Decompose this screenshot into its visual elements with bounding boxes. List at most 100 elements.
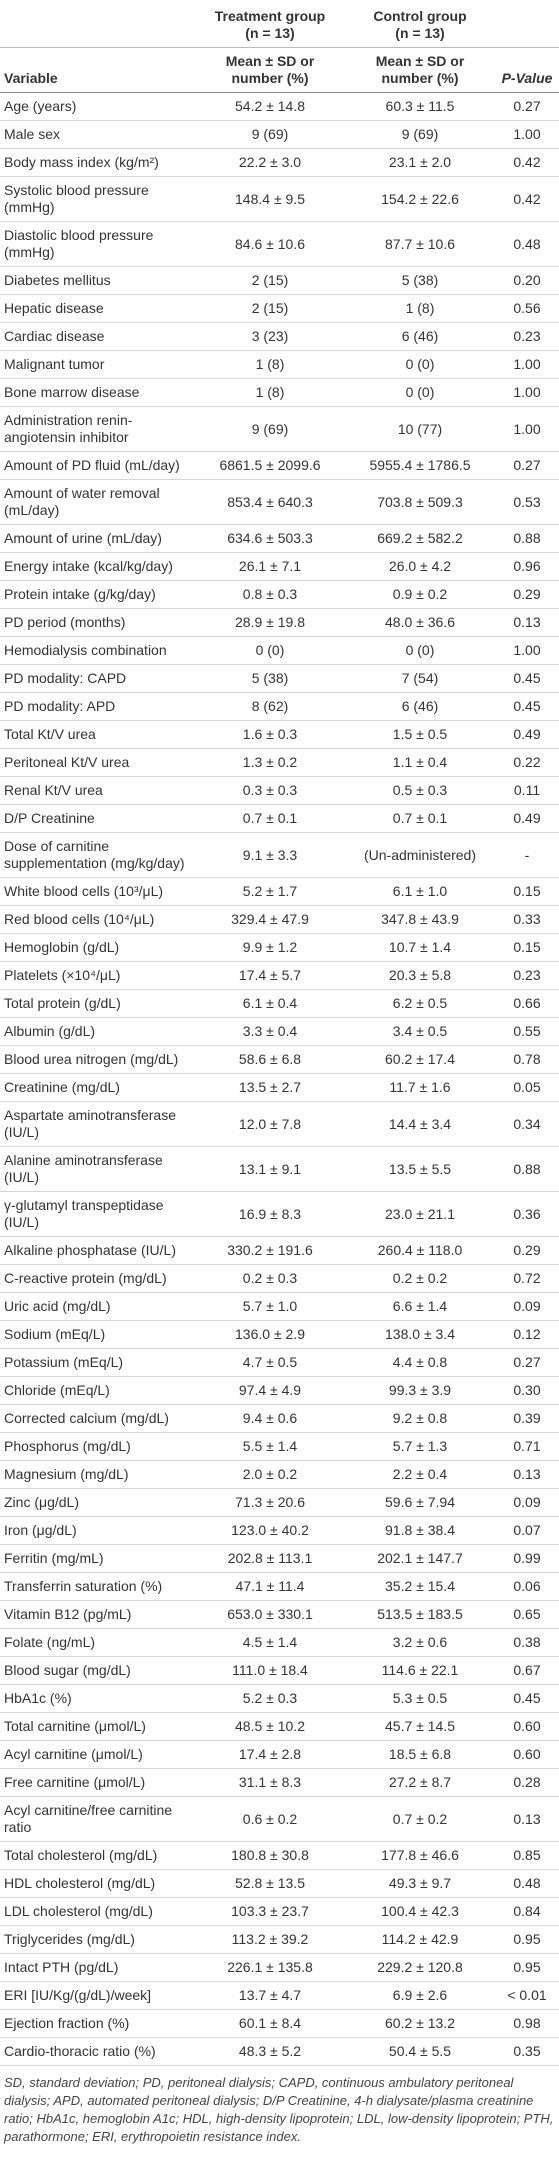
table-row: Zinc (μg/dL) 71.3 ± 20.6 59.6 ± 7.94 0.09 [0, 1488, 559, 1517]
p-value-cell: 0.55 [495, 1017, 559, 1046]
variable-cell: Malignant tumor [0, 350, 195, 379]
variable-cell: White blood cells (10³/μL) [0, 877, 195, 906]
table-row: Alanine aminotransferase (IU/L) 13.1 ± 9.… [0, 1146, 559, 1192]
variable-cell: Energy intake (kcal/kg/day) [0, 552, 195, 581]
table-row: Ferritin (mg/mL) 202.8 ± 113.1 202.1 ± 147… [0, 1544, 559, 1573]
group-header: Treatment group (n = 13) [195, 0, 345, 48]
treatment-cell: 52.8 ± 13.5 [195, 1869, 345, 1898]
treatment-cell: 9.4 ± 0.6 [195, 1404, 345, 1433]
p-value-cell: 0.88 [495, 1146, 559, 1192]
control-cell: 0.9 ± 0.2 [345, 580, 495, 609]
p-value-cell: 0.36 [495, 1191, 559, 1237]
control-cell: 177.8 ± 46.6 [345, 1841, 495, 1870]
p-value-cell: 0.12 [495, 1320, 559, 1349]
variable-cell: Vitamin B12 (pg/mL) [0, 1600, 195, 1629]
treatment-cell: 26.1 ± 7.1 [195, 552, 345, 581]
table-row: Renal Kt/V urea 0.3 ± 0.3 0.5 ± 0.3 0.11 [0, 776, 559, 805]
treatment-cell: 1 (8) [195, 378, 345, 407]
treatment-cell: 103.3 ± 23.7 [195, 1897, 345, 1926]
treatment-cell: 2 (15) [195, 266, 345, 295]
table-row: Blood sugar (mg/dL) 111.0 ± 18.4 114.6 ± 2… [0, 1656, 559, 1685]
control-cell: 6.6 ± 1.4 [345, 1292, 495, 1321]
treatment-cell: 58.6 ± 6.8 [195, 1045, 345, 1074]
p-value-cell: 0.39 [495, 1404, 559, 1433]
control-cell: 0 (0) [345, 350, 495, 379]
data-table: Treatment group (n = 13) Control group (n … [0, 0, 559, 2066]
table-row: Magnesium (mg/dL) 2.0 ± 0.2 2.2 ± 0.4 0.13 [0, 1460, 559, 1489]
table-row: Cardio-thoracic ratio (%) 48.3 ± 5.2 50.4 … [0, 2037, 559, 2066]
p-value-cell: 0.45 [495, 664, 559, 693]
variable-cell: Peritoneal Kt/V urea [0, 748, 195, 777]
p-value-cell: < 0.01 [495, 1981, 559, 2010]
variable-cell: PD modality: CAPD [0, 664, 195, 693]
treatment-cell: 31.1 ± 8.3 [195, 1768, 345, 1797]
table-row: Hemoglobin (g/dL) 9.9 ± 1.2 10.7 ± 1.4 0.15 [0, 933, 559, 962]
group-name: Control group [373, 8, 467, 24]
variable-cell: Hemodialysis combination [0, 636, 195, 665]
control-cell: 48.0 ± 36.6 [345, 608, 495, 637]
p-value-cell: 0.60 [495, 1740, 559, 1769]
treatment-cell: 6861.5 ± 2099.6 [195, 451, 345, 480]
variable-cell: Iron (μg/dL) [0, 1516, 195, 1545]
variable-cell: γ-glutamyl transpeptidase (IU/L) [0, 1191, 195, 1237]
table-row: Energy intake (kcal/kg/day) 26.1 ± 7.1 26.… [0, 552, 559, 581]
control-cell: 6 (46) [345, 322, 495, 351]
variable-cell: Cardio-thoracic ratio (%) [0, 2037, 195, 2066]
variable-cell: Ferritin (mg/mL) [0, 1544, 195, 1573]
treatment-cell: 97.4 ± 4.9 [195, 1376, 345, 1405]
control-cell: 6.1 ± 1.0 [345, 877, 495, 906]
table-row: PD period (months) 28.9 ± 19.8 48.0 ± 36.6… [0, 608, 559, 637]
table-row: Male sex 9 (69) 9 (69) 1.00 [0, 120, 559, 149]
variable-cell: Total protein (g/dL) [0, 989, 195, 1018]
p-value-cell: 0.85 [495, 1841, 559, 1870]
p-value-cell: 0.05 [495, 1073, 559, 1102]
variable-cell: Alanine aminotransferase (IU/L) [0, 1146, 195, 1192]
p-value-cell: 0.33 [495, 905, 559, 934]
control-cell: 347.8 ± 43.9 [345, 905, 495, 934]
p-value-cell: 0.27 [495, 451, 559, 480]
p-value-cell: 0.15 [495, 877, 559, 906]
table-row: Malignant tumor 1 (8) 0 (0) 1.00 [0, 350, 559, 379]
treatment-cell: 60.1 ± 8.4 [195, 2009, 345, 2038]
control-cell: 513.5 ± 183.5 [345, 1600, 495, 1629]
p-value-cell: 0.65 [495, 1600, 559, 1629]
treatment-cell: 5 (38) [195, 664, 345, 693]
control-cell: 6.9 ± 2.6 [345, 1981, 495, 2010]
table-row: Uric acid (mg/dL) 5.7 ± 1.0 6.6 ± 1.4 0.09 [0, 1292, 559, 1321]
p-value-cell: 0.34 [495, 1101, 559, 1147]
control-cell: 91.8 ± 38.4 [345, 1516, 495, 1545]
variable-cell: Systolic blood pressure (mmHg) [0, 176, 195, 222]
table-row: Aspartate aminotransferase (IU/L) 12.0 ± … [0, 1101, 559, 1147]
treatment-cell: 48.3 ± 5.2 [195, 2037, 345, 2066]
control-cell: 50.4 ± 5.5 [345, 2037, 495, 2066]
treatment-cell: 0.3 ± 0.3 [195, 776, 345, 805]
treatment-cell: 2.0 ± 0.2 [195, 1460, 345, 1489]
treatment-cell: 0.7 ± 0.1 [195, 804, 345, 833]
treatment-cell: 113.2 ± 39.2 [195, 1925, 345, 1954]
p-value-cell: 0.30 [495, 1376, 559, 1405]
control-cell: 5955.4 ± 1786.5 [345, 451, 495, 480]
p-value-cell: 0.11 [495, 776, 559, 805]
variable-cell: Amount of PD fluid (mL/day) [0, 451, 195, 480]
variable-cell: Corrected calcium (mg/dL) [0, 1404, 195, 1433]
control-cell: 154.2 ± 22.6 [345, 176, 495, 222]
treatment-cell: 634.6 ± 503.3 [195, 524, 345, 553]
table-head: Treatment group (n = 13) Control group (n … [0, 0, 559, 93]
table-row: Hepatic disease 2 (15) 1 (8) 0.56 [0, 294, 559, 323]
treatment-cell: 123.0 ± 40.2 [195, 1516, 345, 1545]
treatment-cell: 28.9 ± 19.8 [195, 608, 345, 637]
control-cell: 35.2 ± 15.4 [345, 1572, 495, 1601]
variable-cell: Amount of water removal (mL/day) [0, 479, 195, 525]
variable-cell: Hepatic disease [0, 294, 195, 323]
variable-cell: Albumin (g/dL) [0, 1017, 195, 1046]
p-value-cell: 0.72 [495, 1264, 559, 1293]
p-value-cell: 0.13 [495, 608, 559, 637]
column-header-row: Variable Mean ± SD or number (%) Mean ± … [0, 47, 559, 93]
table-row: Body mass index (kg/m²) 22.2 ± 3.0 23.1 ± … [0, 148, 559, 177]
treatment-cell: 5.5 ± 1.4 [195, 1432, 345, 1461]
variable-cell: Folate (ng/mL) [0, 1628, 195, 1657]
table-row: Free carnitine (μmol/L) 31.1 ± 8.3 27.2 ± … [0, 1768, 559, 1797]
variable-cell: Sodium (mEq/L) [0, 1320, 195, 1349]
treatment-cell: 653.0 ± 330.1 [195, 1600, 345, 1629]
